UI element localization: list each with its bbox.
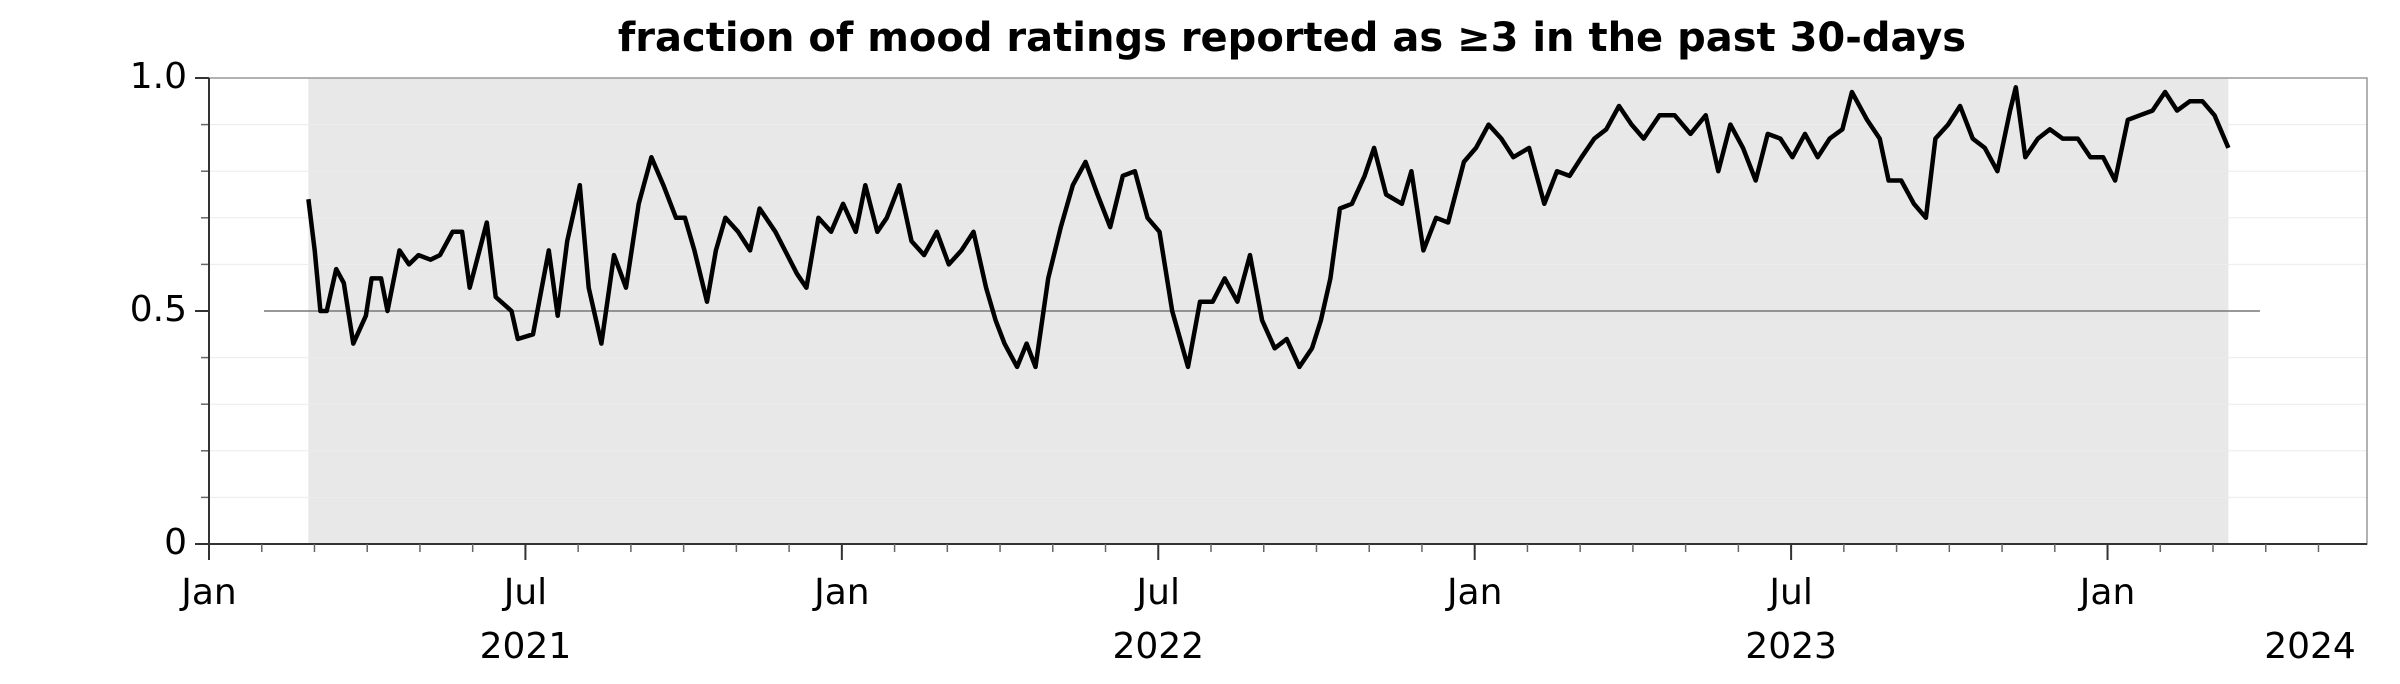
x-tick-label: Jul [502, 572, 547, 613]
year-label: 2023 [1745, 626, 1837, 667]
x-tick-label: Jul [1767, 572, 1812, 613]
x-tick-label: Jul [1135, 572, 1180, 613]
x-tick-label: Jan [179, 572, 237, 613]
x-tick-label: Jan [1445, 572, 1503, 613]
data-line [306, 85, 2231, 370]
year-label: 2024 [2264, 626, 2356, 667]
x-tick-label: Jan [812, 572, 870, 613]
year-label: 2022 [1112, 626, 1204, 667]
y-tick-label: 0 [164, 522, 187, 563]
y-tick-label: 0.5 [130, 289, 187, 330]
year-label: 2021 [480, 626, 572, 667]
chart-title: fraction of mood ratings reported as ≥3 … [618, 15, 1966, 61]
x-tick-label: Jan [2078, 572, 2136, 613]
y-tick-label: 1.0 [130, 56, 187, 97]
